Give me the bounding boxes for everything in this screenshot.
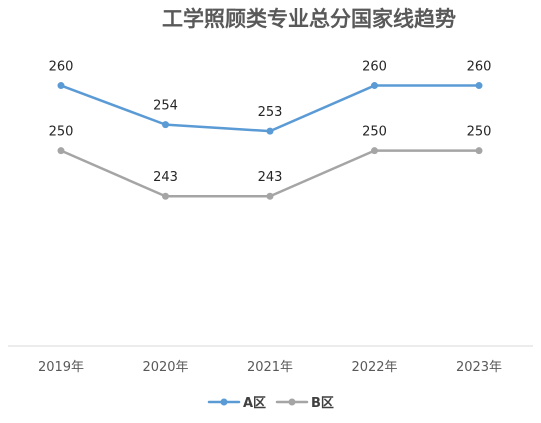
data-point <box>475 82 483 90</box>
x-tick-label: 2020年 <box>142 360 188 375</box>
data-label: 260 <box>467 60 492 75</box>
data-label: 254 <box>153 99 178 114</box>
data-label: 253 <box>258 105 283 120</box>
data-label: 243 <box>153 170 178 185</box>
legend-marker <box>220 398 228 406</box>
data-label: 260 <box>49 60 74 75</box>
legend-item-2: B区 <box>275 396 334 411</box>
data-point <box>266 127 274 135</box>
series-2: 250 243 243 250 250 <box>49 125 492 200</box>
data-point <box>162 121 169 129</box>
x-tick-label: 2019年 <box>38 360 84 375</box>
data-point <box>57 82 65 90</box>
legend-marker <box>288 398 296 406</box>
data-point <box>57 147 65 155</box>
data-label: 250 <box>467 125 492 140</box>
chart-title: 工学照顾类专业总分国家线趋势 <box>162 6 456 31</box>
series-layer: 260 254 253 260 260 250 243 243 250 250 <box>49 60 492 200</box>
series-1: 260 254 253 260 260 <box>49 60 492 135</box>
legend: A区 B区 <box>207 396 334 411</box>
data-label: 250 <box>362 125 387 140</box>
x-tick-label: 2023年 <box>456 360 502 375</box>
data-point <box>162 192 169 200</box>
data-point <box>266 192 274 200</box>
x-tick-label: 2022年 <box>351 360 397 375</box>
legend-item-1: A区 <box>207 396 266 411</box>
data-label: 250 <box>49 125 74 140</box>
data-point <box>475 147 483 155</box>
legend-label: B区 <box>311 396 334 411</box>
data-point <box>371 82 378 90</box>
legend-label: A区 <box>243 396 266 411</box>
data-label: 243 <box>258 170 283 185</box>
data-label: 260 <box>362 60 387 75</box>
x-tick-label: 2021年 <box>247 360 293 375</box>
data-point <box>371 147 378 155</box>
x-axis-ticks: 2019年 2020年 2021年 2022年 2023年 <box>38 360 502 375</box>
